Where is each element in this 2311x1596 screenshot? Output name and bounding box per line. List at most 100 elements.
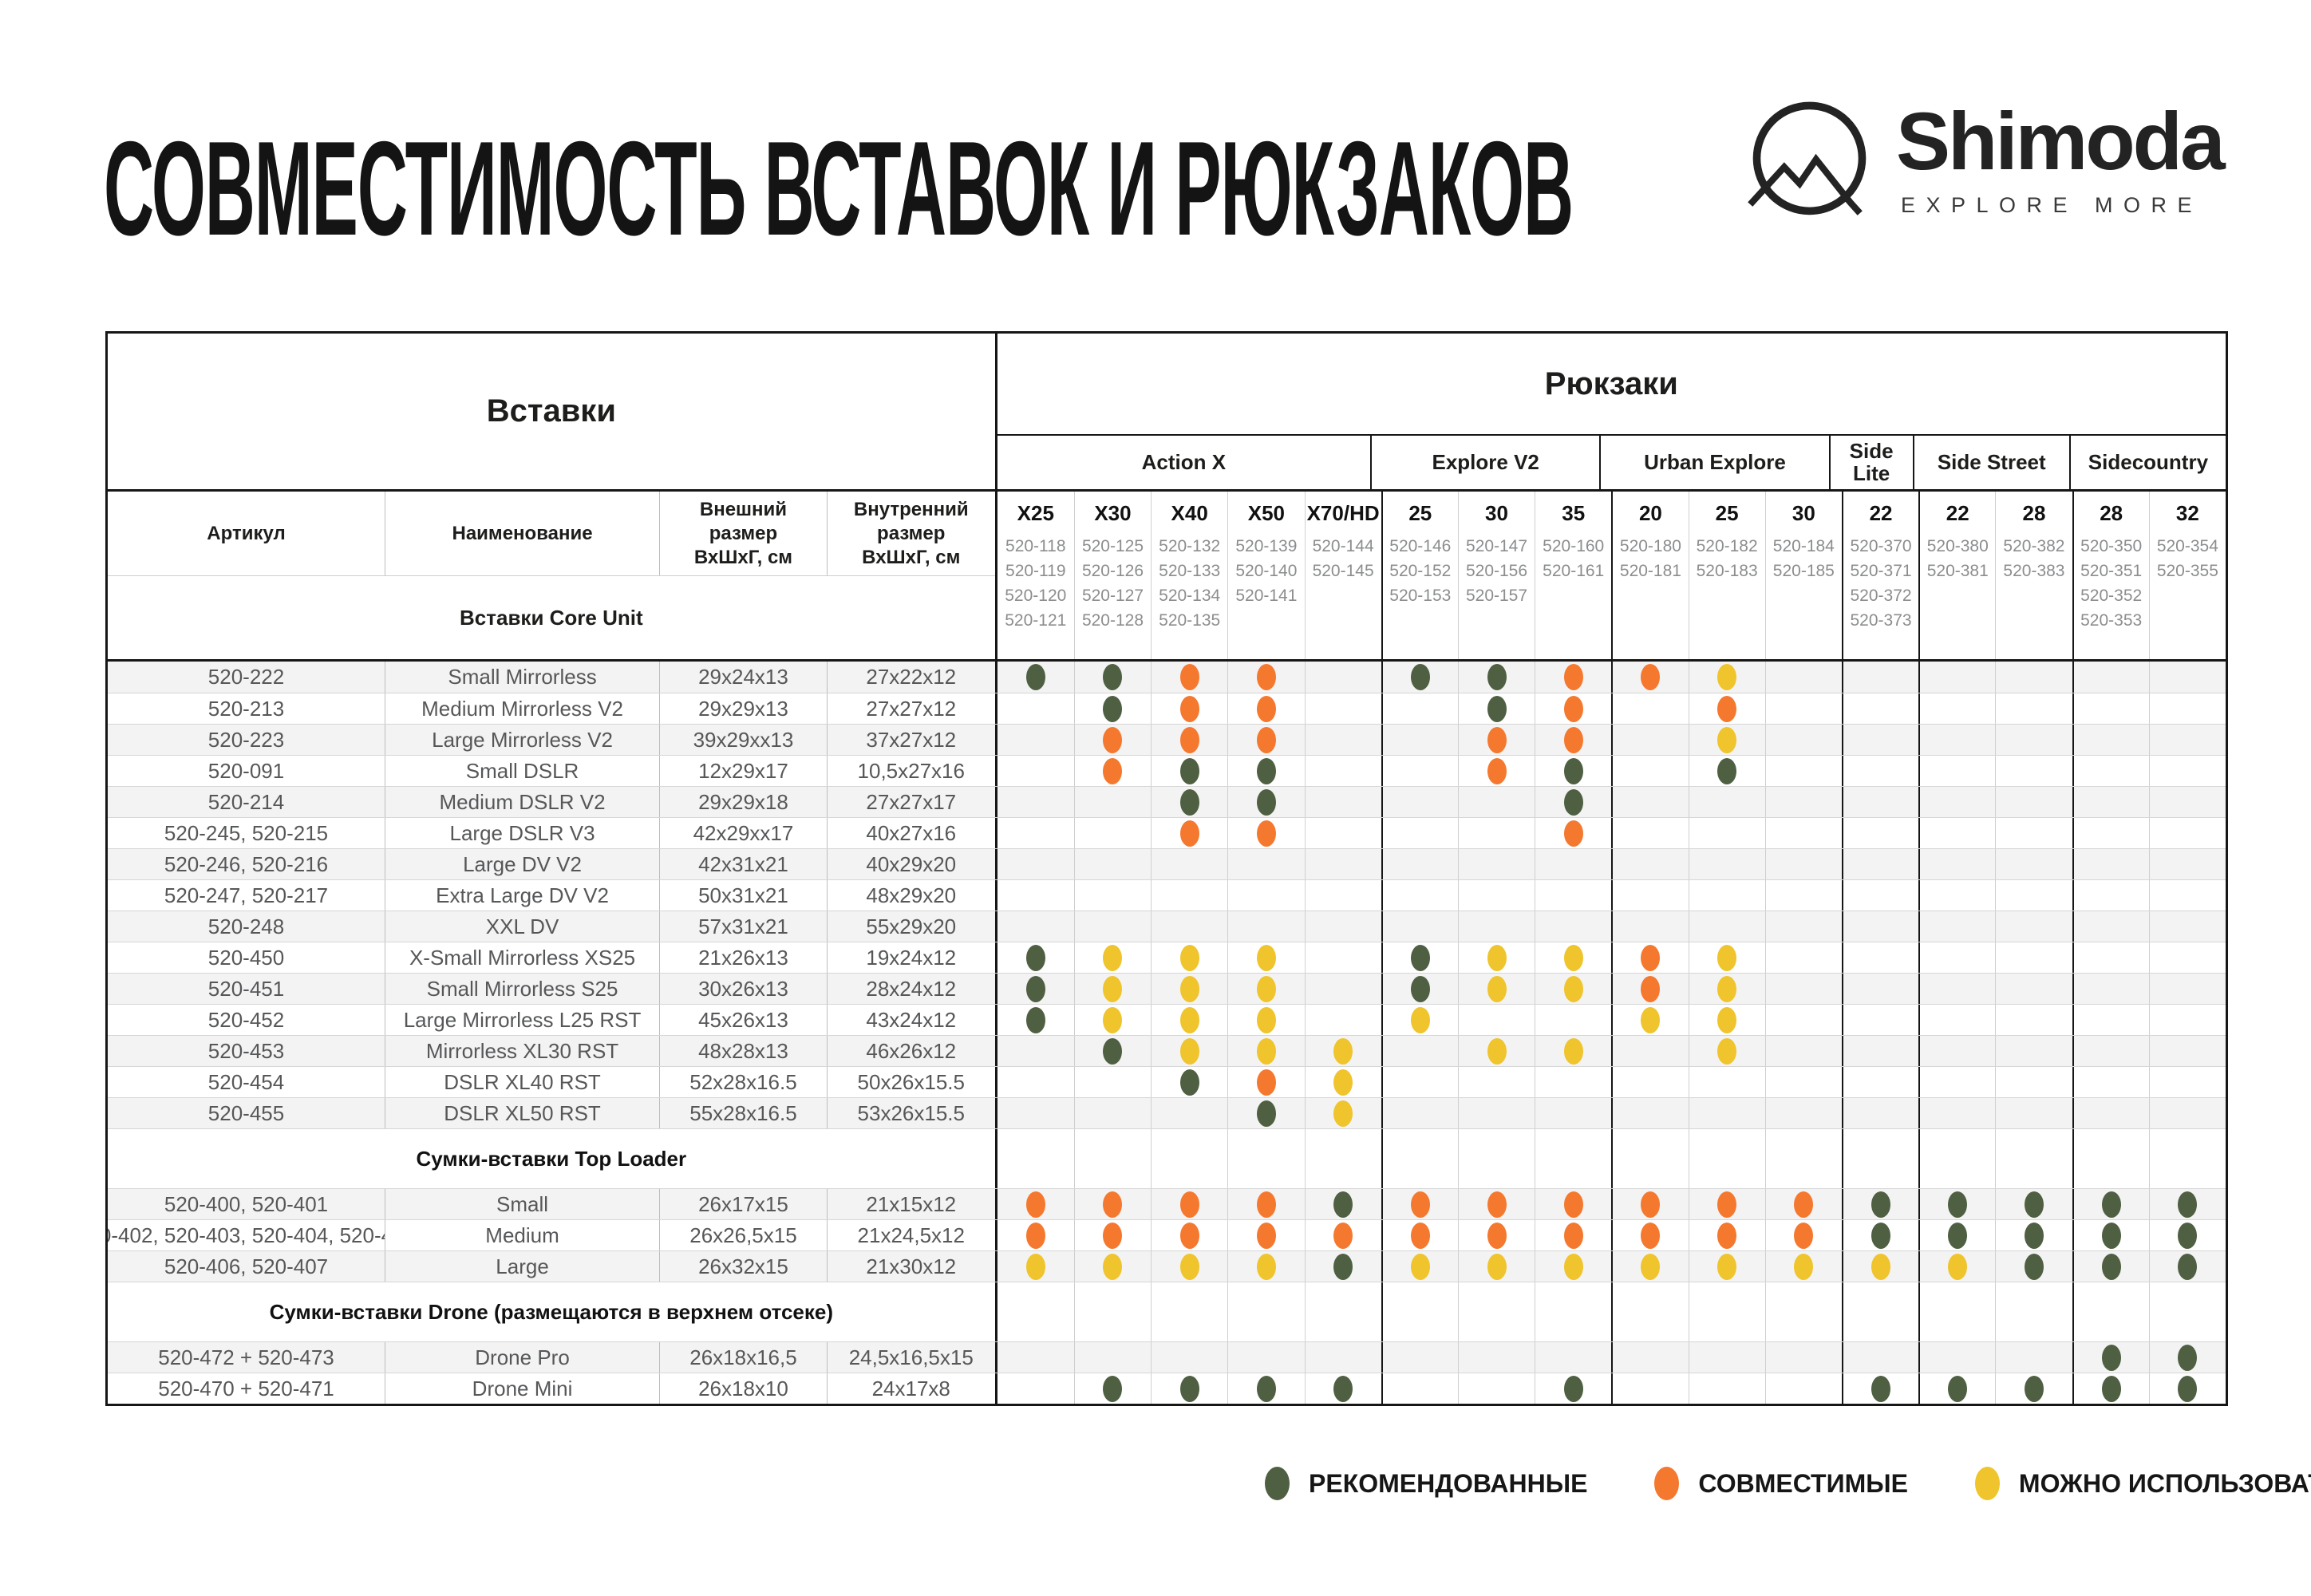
dot-cell [1764, 693, 1842, 724]
cell-outer-size: 39x29xx13 [659, 725, 827, 755]
compat-dot-usable [1333, 1037, 1353, 1065]
column-size-label: X40 [1171, 501, 1208, 525]
compat-dot-usable [1717, 726, 1737, 753]
table-row: 520-246, 520-216 Large DV V2 42x31x21 40x29… [108, 848, 2226, 879]
dot-cell [997, 942, 1074, 973]
dot-cell [1381, 1282, 1458, 1341]
column-article-number: 520-147 [1465, 537, 1528, 555]
compat-dot-usable [1717, 1006, 1737, 1033]
dot-cell [1995, 693, 2072, 724]
row-left: 520-245, 520-215 Large DSLR V3 42x29xx17 40… [108, 818, 997, 848]
compat-dot-usable [1487, 975, 1507, 1002]
dot-cell [1995, 849, 2072, 879]
dot-cell [1611, 880, 1688, 911]
dot-cell [1688, 787, 1765, 817]
compat-dot-recommended [1256, 1375, 1276, 1402]
row-left: 520-213 Medium Mirrorless V2 29x29x13 27x27… [108, 693, 997, 724]
compat-dot-compatible [1563, 1191, 1583, 1218]
dot-cell [1995, 1189, 2072, 1219]
dot-cell [1841, 725, 1918, 755]
dot-cell [1995, 1282, 2072, 1341]
dot-cell [997, 725, 1074, 755]
dot-cell [1151, 693, 1227, 724]
dot-grid [997, 942, 2226, 973]
compat-dot-usable [1333, 1100, 1353, 1127]
cell-inner-size: 19x24x12 [826, 942, 995, 973]
column-article-number: 520-181 [1619, 562, 1681, 580]
dot-grid [997, 756, 2226, 786]
compat-dot-recommended [1179, 1069, 1199, 1096]
dot-cell [2148, 1098, 2226, 1128]
dot-cell [997, 1282, 1074, 1341]
dot-cell [1381, 1098, 1458, 1128]
cell-inner-size: 37x27x12 [826, 725, 995, 755]
dot-cell [1151, 849, 1227, 879]
compat-dot-recommended [1333, 1375, 1353, 1402]
cell-inner-size: 27x27x17 [826, 787, 995, 817]
dot-cell [1151, 818, 1227, 848]
compat-dot-compatible [1179, 726, 1199, 753]
dot-cell [1918, 1067, 1995, 1097]
dot-cell [1304, 1189, 1381, 1219]
compat-dot-recommended [2101, 1375, 2121, 1402]
dot-cell [2072, 1220, 2149, 1250]
compat-dot-compatible [1025, 1191, 1045, 1218]
column-article-number: 520-135 [1159, 611, 1221, 630]
dot-cell [1611, 911, 1688, 942]
dot-cell [2148, 849, 2226, 879]
dot-cell [1304, 942, 1381, 973]
compat-dot-recommended [1948, 1375, 1968, 1402]
compat-dot-compatible [1641, 944, 1661, 971]
dot-cell [1457, 1282, 1535, 1341]
dot-cell [1151, 1342, 1227, 1373]
compat-dot-recommended [1563, 757, 1583, 784]
dot-cell [997, 880, 1074, 911]
dot-cell [1457, 974, 1535, 1004]
compat-dot-usable [1179, 975, 1199, 1002]
dot-cell [1995, 756, 2072, 786]
compat-dot-compatible [1256, 1069, 1276, 1096]
dot-cell [1841, 1129, 1918, 1188]
dot-cell [2148, 880, 2226, 911]
column-header: 30 520-184 520-185 [1764, 492, 1842, 659]
dot-cell [1304, 974, 1381, 1004]
dot-cell [1995, 725, 2072, 755]
dot-cell [1381, 974, 1458, 1004]
dot-cell [1381, 1251, 1458, 1282]
cell-article: 520-246, 520-216 [164, 851, 329, 876]
column-article-number: 520-126 [1081, 562, 1144, 580]
dot-cell [1688, 1129, 1765, 1188]
column-article-number: 520-153 [1389, 587, 1452, 605]
cell-article: 520-452 [207, 1007, 285, 1032]
compat-dot-recommended [1410, 975, 1430, 1002]
cell-article: 520-406, 520-407 [164, 1254, 329, 1278]
compat-dot-usable [1717, 1253, 1737, 1280]
column-article-number: 520-118 [1005, 537, 1066, 555]
left-column-header: Артикул [207, 522, 286, 544]
dot-cell [1841, 693, 1918, 724]
column-article-number: 520-354 [2156, 537, 2218, 555]
dot-cell [1227, 1220, 1304, 1250]
dot-cell [1918, 1220, 1995, 1250]
compat-dot-usable [1641, 1006, 1661, 1033]
compat-dot-compatible [1641, 1222, 1661, 1249]
column-article-number: 520-146 [1389, 537, 1452, 555]
dot-cell [997, 1036, 1074, 1066]
compat-dot-compatible [1256, 1191, 1276, 1218]
dot-cell [1535, 1067, 1611, 1097]
table-row: 520-248 XXL DV 57x31x21 55x29x20 [108, 911, 2226, 942]
compat-dot-usable [1794, 1253, 1814, 1280]
legend: РЕКОМЕНДОВАННЫЕ СОВМЕСТИМЫЕ МОЖНО ИСПОЛЬЗО… [1265, 1467, 2311, 1500]
dot-cell [997, 1189, 1074, 1219]
compat-dot-compatible [1563, 695, 1583, 722]
column-article-number: 520-383 [2003, 562, 2065, 580]
dot-cell [1611, 849, 1688, 879]
row-left: 520-451 Small Mirrorless S25 30x26x13 28x24… [108, 974, 997, 1004]
dot-cell [1918, 1129, 1995, 1188]
dot-cell [2148, 1251, 2226, 1282]
cell-article: 520-455 [207, 1100, 285, 1125]
dot-cell [1073, 1220, 1151, 1250]
compat-dot-recommended [1256, 788, 1276, 816]
compat-dot-recommended [1103, 664, 1123, 690]
dot-cell [1611, 1342, 1688, 1373]
